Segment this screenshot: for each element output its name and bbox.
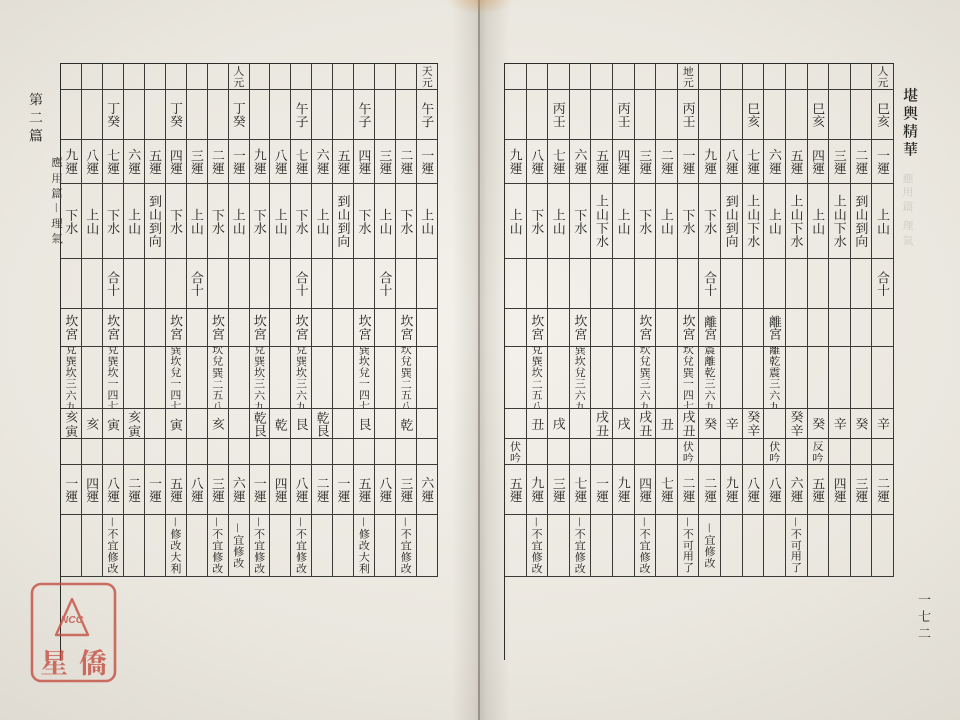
svg-text:僑: 僑 (79, 642, 107, 682)
svg-text:NCC: NCC (61, 614, 84, 626)
svg-text:星: 星 (40, 642, 68, 682)
